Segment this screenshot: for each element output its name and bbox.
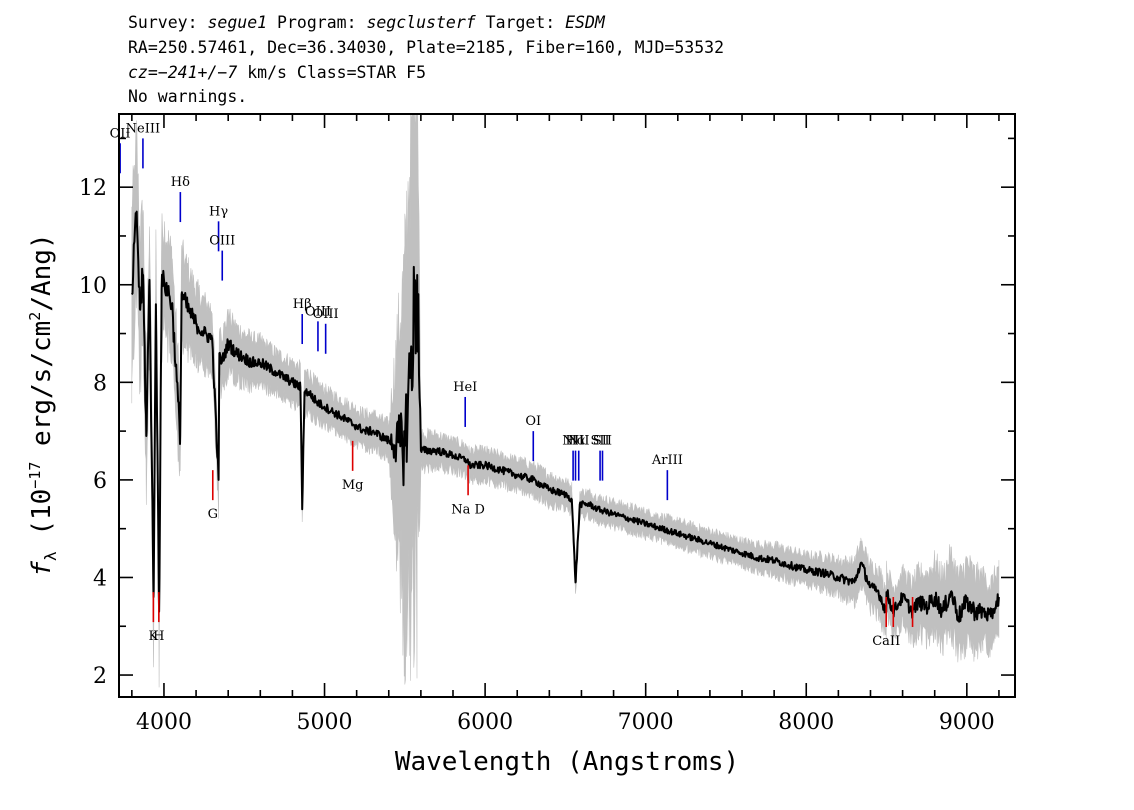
header-line-3: cz=−241+/−7 km/s Class=STAR F5 [128,63,426,82]
header-line-1-part: ESDM [565,13,606,32]
y-tick-label: 8 [93,371,107,396]
header-line-4: No warnings. [128,87,247,106]
x-tick-label: 5000 [297,710,353,735]
y-axis-label-sq: 2 [26,312,44,321]
emission-line-label: OII [110,126,131,141]
emission-line-label: Hβ [293,297,312,312]
y-tick-label: 12 [79,176,107,201]
y-axis-label-lambda: λ [41,551,60,561]
header-block: Survey: segue1 Program: segclusterf Targ… [128,13,724,106]
emission-line-label: NII [568,434,590,449]
header-line-1-part: Survey: [128,13,207,32]
x-axis-label: Wavelength (Angstroms) [395,747,739,777]
header-line-3-part: −241+/−7 [158,63,238,82]
header-line-1-part: segue1 [207,13,267,32]
emission-line-label: HeI [453,380,477,395]
emission-line-label: Hδ [171,175,190,190]
emission-line-label: ArIII [651,453,683,468]
absorption-line-label: CaII [872,634,900,649]
x-tick-label: 9000 [939,710,995,735]
y-axis-label-exp: −17 [26,462,44,489]
absorption-line-label: G [208,507,218,522]
absorption-line-label: Na D [451,502,485,517]
emission-line-label: OIII [313,307,339,322]
absorption-line-label: H [153,629,164,644]
emission-line-label: SII [590,434,609,449]
x-tick-label: 7000 [618,710,674,735]
header-line-3-part: cz= [128,63,158,82]
header-line-3-part: km/s Class=STAR F5 [237,63,426,82]
emission-line-label: OIII [209,234,235,249]
emission-line-label: NeIII [126,121,160,136]
header-line-2: RA=250.57461, Dec=36.34030, Plate=2185, … [128,38,724,57]
y-axis-label-units: erg/s/cm [27,321,57,462]
y-tick-label: 4 [93,566,107,591]
header-line-1-part: Target: [476,13,565,32]
y-axis-label: fλ (10−17 erg/s/cm2/Ang) [26,233,60,576]
y-tick-label: 6 [93,469,107,494]
emission-line-label: OI [525,414,541,429]
absorption-line-label: K [149,629,159,644]
emission-line-label: OIII [305,304,331,319]
y-tick-label: 2 [93,664,107,689]
x-tick-label: 4000 [136,710,192,735]
header-line-1-part: Program: [267,13,366,32]
y-axis-label-f: f [27,561,57,577]
absorption-line-label: Mg [342,478,364,493]
emission-line-label: Hγ [209,204,228,219]
emission-line-label: SII [593,434,612,449]
error-band [131,113,1000,688]
plot-frame [118,113,1016,698]
flux-line [130,210,1000,623]
axes: 4000 5000 6000 7000 8000 9000 2 4 6 8 10 12 [79,114,1015,735]
emission-line-label: NII [562,434,584,449]
x-tick-label: 6000 [457,710,513,735]
header-line-1: Survey: segue1 Program: segclusterf Targ… [128,13,606,32]
y-axis-label-tail: /Ang) [27,233,57,311]
emission-line-label: Hα [565,434,585,449]
y-tick-label: 10 [79,274,107,299]
header-line-1-part: segclusterf [366,13,476,32]
x-tick-label: 8000 [778,710,834,735]
y-axis-label-rest: (10 [27,489,57,552]
